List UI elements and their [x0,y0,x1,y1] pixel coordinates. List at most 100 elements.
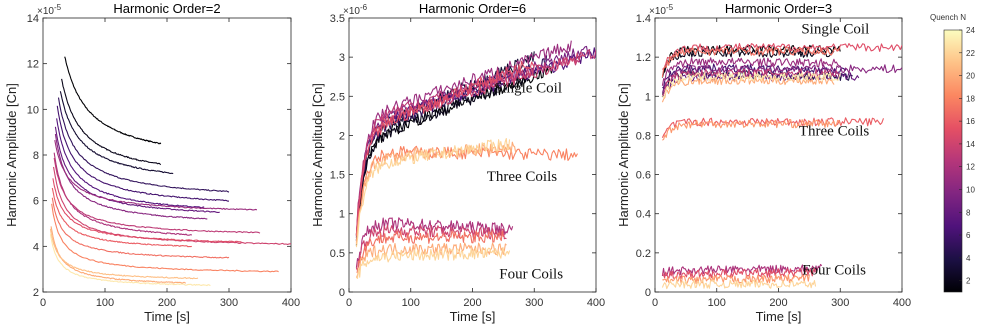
series-line [54,126,220,214]
y-tick-label: 0 [645,287,651,299]
series-line [661,279,817,290]
series-line [661,64,902,93]
x-axis-label: Time [s] [450,309,496,324]
panel-title: Harmonic Order=3 [725,1,832,16]
series-line [51,203,279,273]
series-line [355,45,591,235]
panel-title: Harmonic Order=6 [419,1,526,16]
series-line [49,228,199,280]
panel-3: 0 100 200 300 400 0 0.2 0.4 0.6 0.8 1 1.2 1.4×10-5 Ha… [616,1,911,324]
series-line [662,119,841,141]
y-tick-label: 10 [27,104,39,116]
y-tick-label: 1 [339,209,345,221]
x-axis-label: Time [s] [144,309,190,324]
series-line [355,60,535,236]
series-line [51,187,192,248]
x-tick-label: 400 [587,297,605,309]
series-line [355,40,572,236]
colorbar-tick-label: 18 [966,94,975,103]
x-tick-label: 400 [893,297,911,309]
panel-title: Harmonic Order=2 [113,1,220,16]
y-tick-label: 8 [33,150,39,162]
series-line [355,217,514,268]
panel-2: 0 100 200 300 400 0 0.5 1 1.5 2 2.5 3 3.5×10-6 Harmon… [310,1,605,324]
group-annotation: Three Coils [487,169,558,185]
plot-area [42,17,292,293]
colorbar-tick-label: 16 [966,117,975,126]
series-line [661,72,841,99]
y-tick-label: 0.5 [330,248,345,260]
y-tick-label: 0 [339,287,345,299]
series-line [57,97,230,193]
colorbar-tick-label: 8 [966,208,971,217]
series-line [661,46,841,78]
x-tick-label: 300 [220,297,238,309]
colorbar-title: Quench N [930,13,966,22]
y-tick-label: 2 [33,287,39,299]
x-tick-label: 100 [402,297,420,309]
y-exponent-label: ×10-5 [37,3,62,17]
x-tick-label: 200 [158,297,176,309]
y-tick-label: 3 [339,52,345,64]
group-annotation: Four Coils [802,262,866,278]
series-line [355,52,584,236]
series-line [54,140,258,211]
y-tick-label: 2.5 [330,91,345,103]
x-tick-label: 200 [769,297,787,309]
series-line [661,57,841,86]
series-line [53,157,261,234]
series-line [661,117,884,138]
colorbar-tick-label: 20 [966,72,975,81]
colorbar-gradient [943,29,963,293]
y-tick-label: 1.4 [636,13,651,25]
series-line [56,118,205,209]
y-tick-label: 0.4 [636,209,651,221]
y-tick-label: 6 [33,196,39,208]
series-line [661,263,823,277]
series-line [356,230,504,273]
series-group [661,42,902,290]
x-tick-label: 100 [96,297,114,309]
series-line [54,133,208,220]
x-tick-label: 200 [463,297,481,309]
colorbar-tick-label: 4 [966,254,971,263]
series-line [662,42,902,70]
group-annotation: Four Coils [499,267,563,283]
series-line [52,166,291,246]
x-tick-label: 400 [282,297,300,309]
series-line [661,68,841,96]
x-tick-label: 300 [831,297,849,309]
x-axis-label: Time [s] [756,309,802,324]
series-line [51,197,230,259]
y-tick-label: 3.5 [330,13,345,25]
y-axis-label: Harmonic Amplitude [Cn] [616,83,631,227]
group-annotation: Three Coils [799,123,870,139]
x-tick-label: 0 [40,297,46,309]
series-group [355,40,596,279]
x-tick-label: 300 [525,297,543,309]
colorbar-tick-label: 2 [966,277,971,286]
series-line [61,78,162,166]
series-line [355,137,511,248]
y-tick-label: 1.5 [330,170,345,182]
colorbar-tick-label: 10 [966,185,975,194]
x-tick-label: 0 [652,297,658,309]
colorbar-tick-label: 12 [966,163,975,172]
y-exponent-label: ×10-6 [343,3,368,17]
series-line [59,91,174,175]
y-tick-label: 0.2 [636,248,651,260]
colorbar-tick-label: 22 [966,49,975,58]
series-line [661,268,817,280]
series-line [355,246,511,279]
series-line [50,226,187,284]
y-tick-label: 2 [339,130,345,142]
series-line [661,48,835,76]
y-tick-label: 1.2 [636,52,651,64]
colorbar-tick-label: 6 [966,231,971,240]
colorbar-tick-label: 24 [966,26,975,35]
series-line [52,178,242,243]
y-axis-label: Harmonic Amplitude [Cn] [310,83,325,227]
y-tick-label: 4 [33,241,39,253]
